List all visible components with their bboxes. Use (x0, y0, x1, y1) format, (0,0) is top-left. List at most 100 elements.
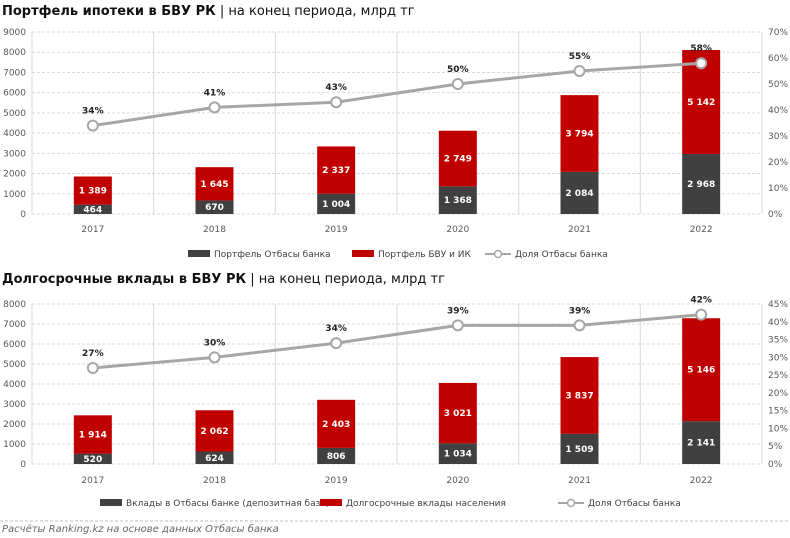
share-point (451, 78, 464, 90)
y-tick-label: 5000 (3, 360, 26, 370)
share-point (86, 119, 99, 132)
share-label: 58% (690, 44, 712, 54)
bar-label: 2 141 (687, 439, 715, 449)
bar-label: 2 084 (565, 189, 593, 199)
bar-otbasy (560, 171, 599, 214)
y2-tick-label: 0% (768, 460, 783, 470)
bar-label: 520 (83, 455, 102, 465)
legend-label: Портфель Отбасы банка (214, 250, 331, 260)
bar-otbasy (195, 200, 234, 214)
x-tick-label: 2019 (325, 225, 348, 235)
legend-swatch-market (320, 499, 342, 506)
bar-otbasy (560, 433, 599, 464)
bar-label: 1 368 (444, 196, 472, 206)
y-tick-label: 4000 (3, 380, 26, 390)
y2-tick-label: 45% (768, 300, 788, 310)
bar-label: 1 389 (79, 187, 107, 197)
bar-label: 5 142 (687, 98, 715, 108)
y-tick-label: 5000 (3, 109, 26, 119)
bar-market (317, 399, 356, 448)
share-point (573, 319, 586, 332)
share-point (208, 101, 221, 114)
share-label: 50% (447, 65, 469, 75)
x-tick-label: 2022 (690, 225, 713, 235)
x-tick-label: 2021 (568, 225, 591, 235)
bar-market (560, 357, 599, 434)
share-point (330, 96, 343, 109)
y2-tick-label: 5% (768, 442, 783, 452)
y2-tick-label: 15% (768, 407, 788, 417)
y-tick-label: 1000 (3, 440, 26, 450)
y2-tick-label: 40% (768, 318, 788, 328)
bar-otbasy (682, 153, 721, 214)
share-line (92, 313, 702, 370)
y-tick-label: 2000 (3, 420, 26, 430)
legend-swatch-market (352, 250, 374, 257)
legend-label: Портфель БВУ и ИК (378, 250, 472, 260)
bar-market (73, 176, 112, 205)
share-point (330, 337, 343, 350)
y-tick-label: 7000 (3, 68, 26, 78)
x-tick-label: 2020 (446, 225, 469, 235)
y2-tick-label: 20% (768, 389, 788, 399)
share-point (451, 319, 464, 332)
y-tick-label: 6000 (3, 340, 26, 350)
bar-market (438, 130, 477, 187)
bar-market (560, 95, 599, 172)
x-tick-label: 2019 (325, 476, 348, 486)
bar-otbasy (73, 204, 112, 214)
y2-tick-label: 35% (768, 336, 788, 346)
y2-tick-label: 60% (768, 54, 788, 64)
share-label: 41% (204, 88, 226, 98)
chart1-title: Портфель ипотеки в БВУ РК | на конец пер… (2, 4, 415, 19)
x-tick-label: 2021 (568, 476, 591, 486)
x-tick-label: 2017 (81, 225, 104, 235)
share-label: 42% (690, 296, 712, 306)
bar-label: 1 034 (444, 450, 472, 460)
legend-label: Доля Отбасы банка (515, 250, 608, 260)
share-label: 34% (82, 107, 104, 117)
bar-label: 670 (205, 203, 224, 213)
y-tick-label: 0 (20, 210, 26, 220)
share-label: 34% (325, 324, 347, 334)
bar-label: 1 509 (565, 445, 593, 455)
y-tick-label: 3000 (3, 400, 26, 410)
y-tick-label: 8000 (3, 300, 26, 310)
bar-label: 3 021 (444, 409, 472, 419)
bar-otbasy (682, 421, 721, 464)
bar-label: 1 914 (79, 430, 107, 440)
legend-swatch-marker (566, 498, 576, 508)
share-line (92, 61, 702, 128)
y-tick-label: 2000 (3, 170, 26, 180)
y-tick-label: 6000 (3, 89, 26, 99)
share-point (695, 308, 708, 321)
bar-otbasy (317, 193, 356, 214)
bar-label: 1 004 (322, 200, 350, 210)
y2-tick-label: 30% (768, 132, 788, 142)
bar-market (195, 167, 234, 201)
y-tick-label: 1000 (3, 190, 26, 200)
y2-tick-label: 70% (768, 28, 788, 38)
y2-tick-label: 40% (768, 106, 788, 116)
x-tick-label: 2020 (446, 476, 469, 486)
bar-market (73, 415, 112, 454)
y-tick-label: 4000 (3, 129, 26, 139)
legend-swatch-otbasy (100, 499, 122, 506)
share-point (208, 351, 221, 364)
bar-label: 2 749 (444, 155, 472, 165)
bar-label: 2 403 (322, 420, 350, 430)
y-tick-label: 3000 (3, 149, 26, 159)
share-point (86, 362, 99, 374)
y-tick-label: 8000 (3, 48, 26, 58)
legend-label: Долгосрочные вклады населения (346, 499, 506, 509)
share-point (695, 57, 708, 70)
legend-label: Доля Отбасы банка (588, 499, 681, 509)
y2-tick-label: 10% (768, 424, 788, 434)
share-point (573, 65, 586, 77)
legend-swatch-otbasy (188, 250, 210, 257)
bar-market (317, 146, 356, 194)
bar-otbasy (438, 443, 477, 464)
bar-otbasy (317, 447, 356, 464)
y2-tick-label: 20% (768, 158, 788, 168)
